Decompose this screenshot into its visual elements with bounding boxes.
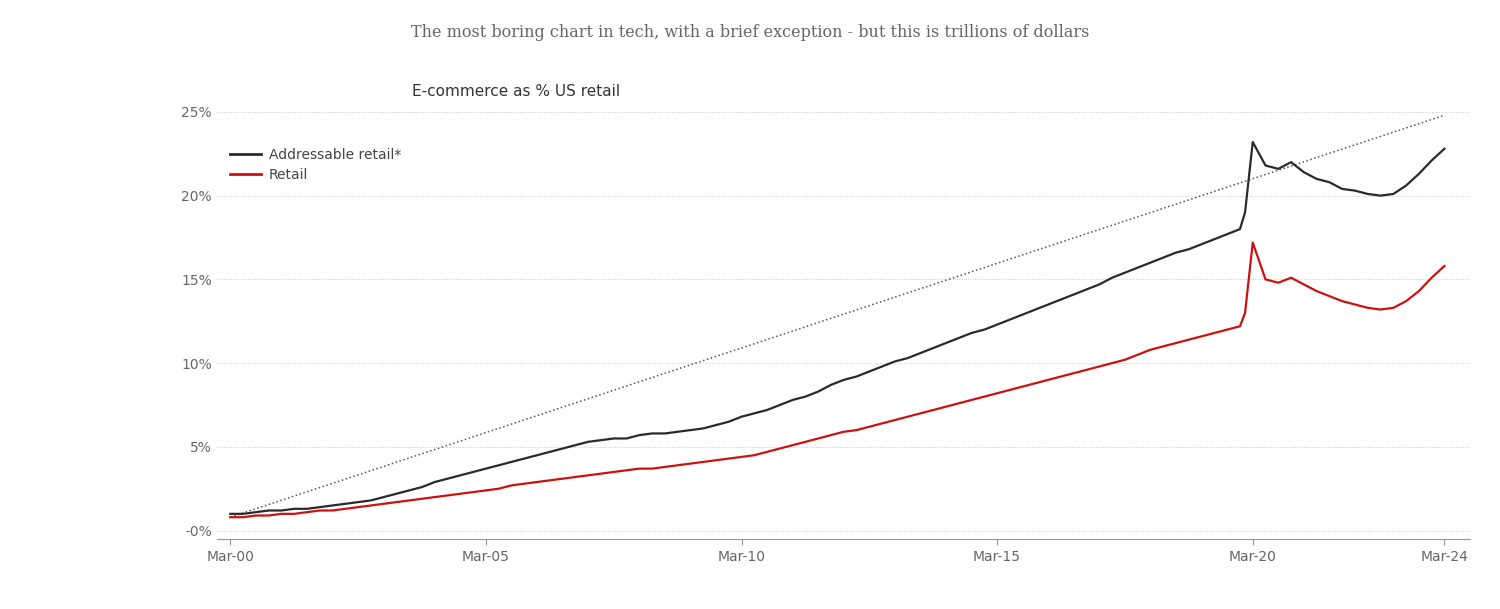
Text: The most boring chart in tech, with a brief exception - but this is trillions of: The most boring chart in tech, with a br… <box>411 24 1089 41</box>
Legend: Addressable retail*, Retail: Addressable retail*, Retail <box>225 143 406 188</box>
Text: E-commerce as % US retail: E-commerce as % US retail <box>411 84 620 99</box>
